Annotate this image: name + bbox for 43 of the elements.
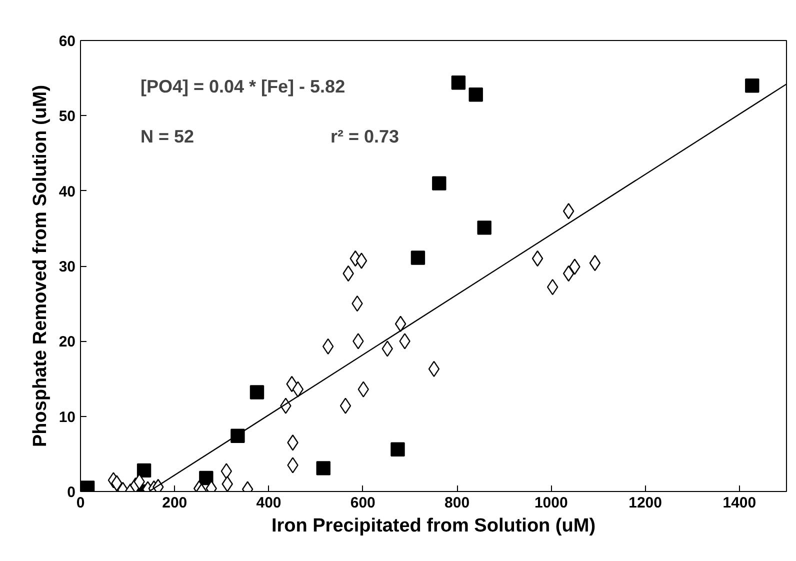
y-tick-label: 40 — [58, 183, 76, 200]
point — [562, 265, 574, 282]
annotation: [PO4] = 0.04 * [Fe] - 5.82 — [140, 76, 346, 96]
point — [340, 398, 352, 414]
x-tick-label: 400 — [256, 494, 282, 512]
x-tick-label: 1400 — [722, 494, 756, 512]
point — [745, 78, 760, 93]
point — [432, 176, 446, 190]
x-tick-label: 1200 — [628, 494, 662, 512]
point — [322, 338, 334, 355]
point — [477, 220, 492, 235]
point — [230, 428, 245, 443]
y-tick-label: 10 — [58, 408, 76, 426]
point — [250, 385, 264, 400]
x-axis-title: Iron Precipitated from Solution (uM) — [271, 516, 596, 536]
x-tick-label: 800 — [444, 494, 470, 512]
point — [562, 203, 574, 220]
x-tick-label: 1000 — [534, 494, 568, 512]
y-tick-label: 30 — [58, 258, 76, 276]
point — [390, 442, 405, 457]
x-tick-label: 200 — [162, 494, 188, 512]
y-tick-label: 60 — [58, 33, 76, 50]
point — [410, 250, 426, 265]
point — [428, 360, 440, 378]
y-tick-label: 20 — [58, 334, 76, 351]
point — [532, 250, 544, 267]
point — [356, 252, 368, 269]
x-tick-label: 600 — [350, 494, 376, 512]
point — [589, 254, 601, 272]
y-axis-title: Phosphate Removed from Solution (uM) — [30, 84, 51, 448]
point — [546, 278, 558, 296]
point — [451, 75, 466, 90]
y-tick-label: 0 — [67, 484, 76, 501]
point — [136, 463, 152, 478]
point — [220, 463, 232, 480]
annotation: N = 52 — [140, 126, 194, 146]
annotation: r² = 0.73 — [330, 126, 400, 146]
point — [292, 381, 304, 398]
point — [468, 88, 483, 102]
point — [316, 461, 330, 476]
point — [222, 476, 233, 492]
point — [394, 316, 406, 332]
y-tick-label: 50 — [58, 108, 76, 126]
